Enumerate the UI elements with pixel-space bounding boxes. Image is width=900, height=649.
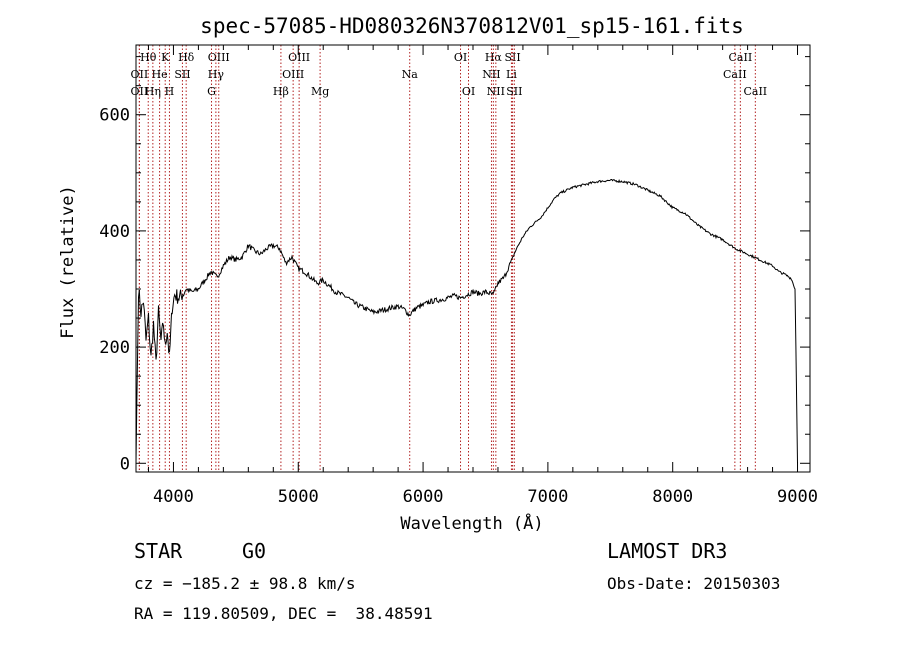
marker-label-3: OIII xyxy=(208,51,230,64)
marker-label-21: G xyxy=(207,85,216,98)
marker-label-11: SII xyxy=(174,68,190,81)
x-tick-label-6000: 6000 xyxy=(403,487,444,507)
y-tick-label-200: 200 xyxy=(99,338,130,358)
x-tick-label-8000: 8000 xyxy=(652,487,693,507)
marker-label-17: CaII xyxy=(723,68,747,81)
marker-label-24: OI xyxy=(462,85,475,98)
x-tick-label-9000: 9000 xyxy=(777,487,818,507)
marker-label-13: OIII xyxy=(282,68,304,81)
marker-label-19: Hη xyxy=(145,85,161,98)
marker-label-2: Hδ xyxy=(178,51,195,64)
marker-label-15: NII xyxy=(482,68,500,81)
coordinates-text: RA = 119.80509, DEC = 38.48591 xyxy=(134,604,433,623)
marker-label-1: K xyxy=(161,51,170,64)
marker-label-0: Hθ xyxy=(140,51,157,64)
marker-label-6: Hα xyxy=(485,51,503,64)
marker-label-4: OIII xyxy=(288,51,310,64)
marker-label-14: Na xyxy=(402,68,419,81)
spectrum-series-line xyxy=(135,179,798,464)
y-tick-label-400: 400 xyxy=(99,222,130,242)
marker-label-27: CaII xyxy=(743,85,767,98)
marker-label-20: H xyxy=(165,85,175,98)
subclass-label: G0 xyxy=(242,539,267,563)
marker-label-25: NII xyxy=(487,85,505,98)
marker-label-26: SII xyxy=(506,85,522,98)
marker-label-8: CaII xyxy=(729,51,753,64)
x-tick-label-7000: 7000 xyxy=(527,487,568,507)
observation-date-text: Obs-Date: 20150303 xyxy=(607,574,781,593)
marker-label-12: Hγ xyxy=(208,68,225,81)
y-axis-label: Flux (relative) xyxy=(58,185,78,339)
chart-title: spec-57085-HD080326N370812V01_sp15-161.f… xyxy=(200,14,744,38)
marker-label-10: He xyxy=(152,68,168,81)
x-axis-label: Wavelength (Å) xyxy=(400,512,543,534)
x-tick-label-5000: 5000 xyxy=(278,487,319,507)
survey-label: LAMOST DR3 xyxy=(607,539,728,563)
marker-label-16: Li xyxy=(506,68,517,81)
redshift-velocity-text: cz = −185.2 ± 98.8 km/s xyxy=(134,574,356,593)
marker-label-5: OI xyxy=(454,51,467,64)
x-tick-label-4000: 4000 xyxy=(153,487,194,507)
marker-label-18: OII xyxy=(131,85,149,98)
marker-label-23: Mg xyxy=(311,85,329,98)
plot-axes: 4000 5000 6000 7000 8000 9000 0 200 400 600 xyxy=(99,44,818,507)
marker-label-22: Hβ xyxy=(273,85,289,98)
marker-label-7: SII xyxy=(504,51,520,64)
object-class-label: STAR xyxy=(134,539,183,563)
y-tick-label-600: 600 xyxy=(99,106,130,126)
y-tick-label-0: 0 xyxy=(120,454,130,474)
